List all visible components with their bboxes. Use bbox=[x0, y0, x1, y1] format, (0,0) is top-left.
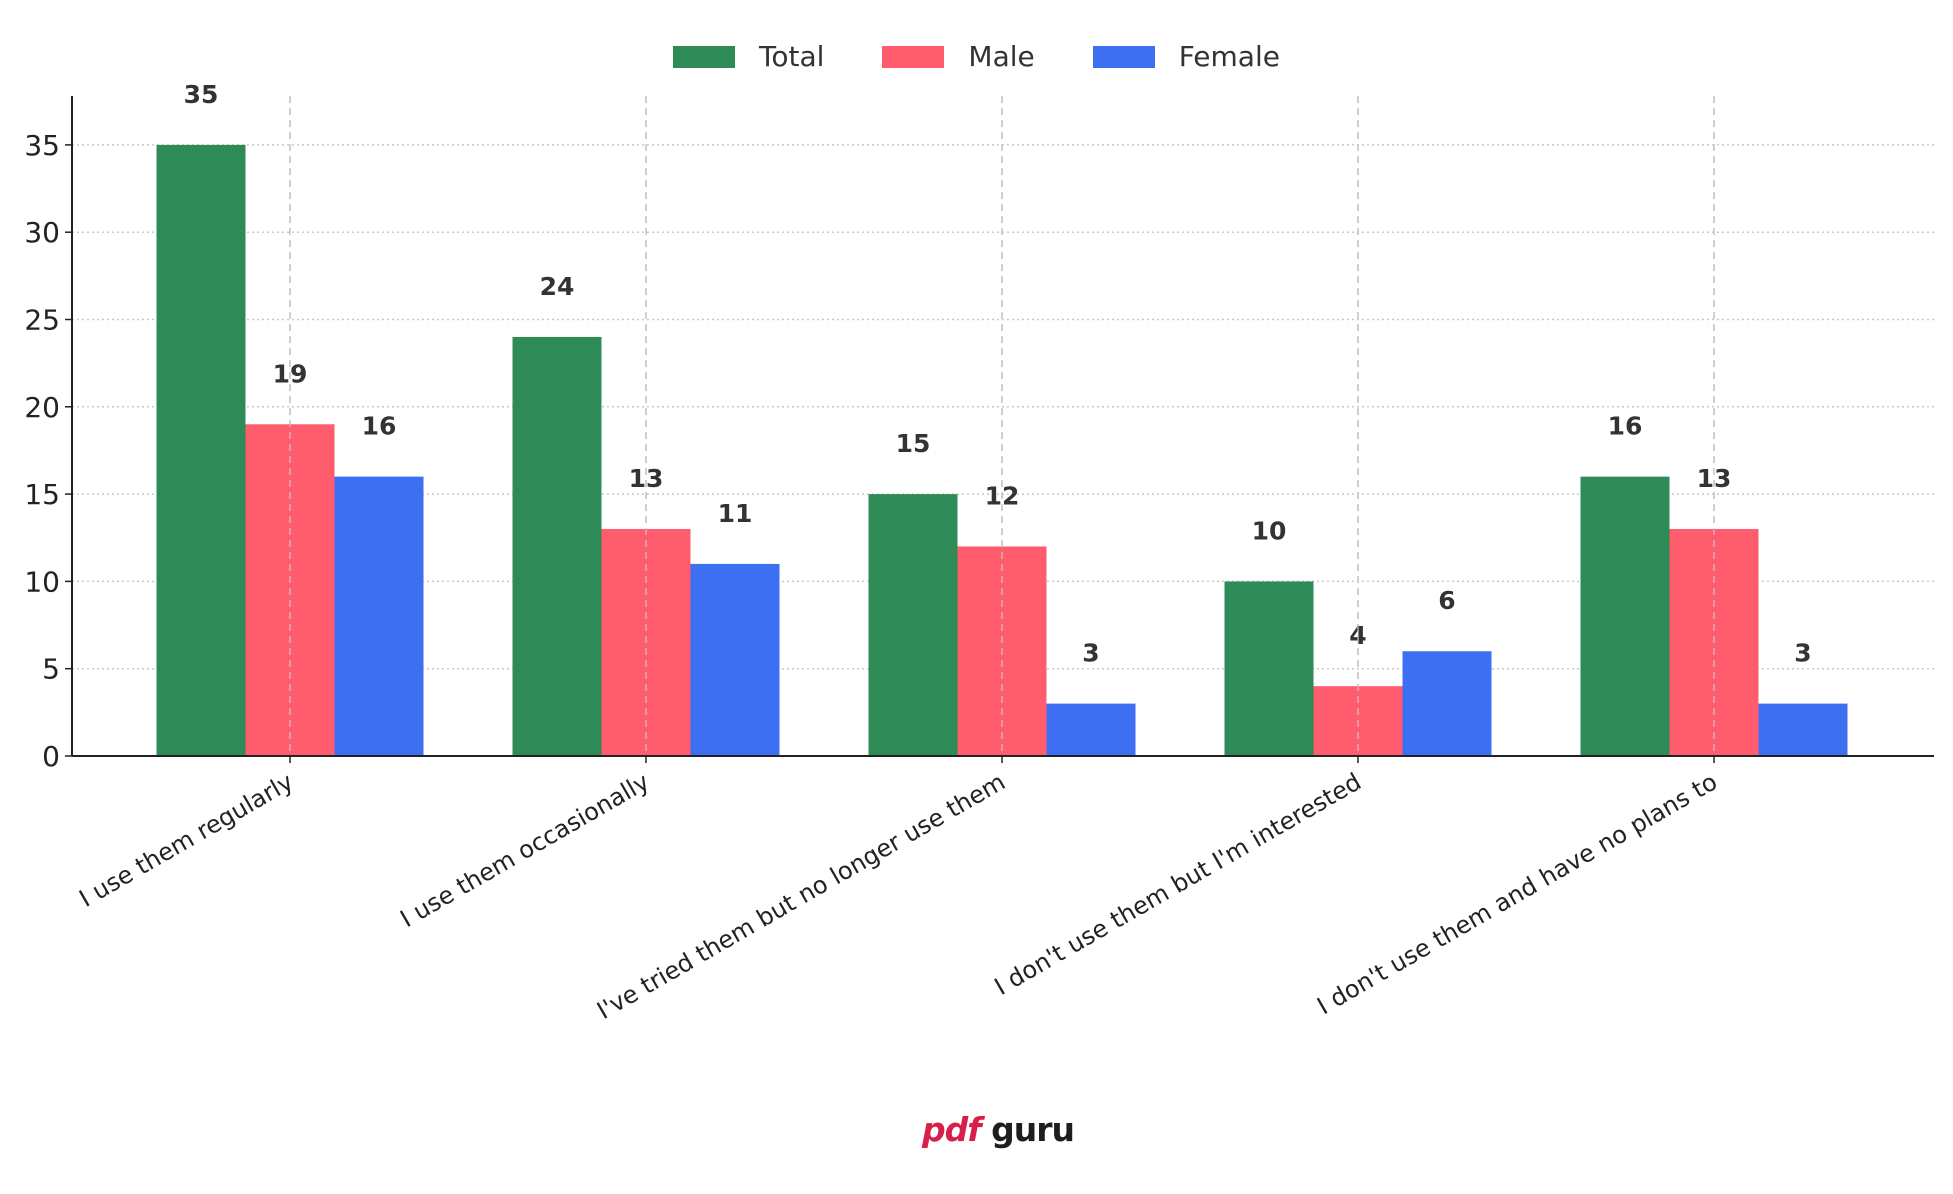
bar-total bbox=[1224, 581, 1314, 756]
bar-female bbox=[690, 563, 780, 756]
x-tick-label: I use them occasionally bbox=[396, 768, 654, 933]
legend-swatch bbox=[673, 45, 735, 68]
y-tick-label: 35 bbox=[24, 129, 60, 162]
legend-label: Female bbox=[1178, 40, 1280, 73]
legend-item-female: Female bbox=[1092, 40, 1280, 73]
logo-guru: guru bbox=[991, 1110, 1075, 1149]
y-tick-label: 5 bbox=[42, 653, 60, 686]
legend-item-male: Male bbox=[882, 40, 1035, 73]
data-label: 15 bbox=[896, 429, 931, 458]
x-tick-label: I use them regularly bbox=[75, 768, 298, 913]
bar-female bbox=[1758, 703, 1848, 756]
pdfguru-logo: pdf guru bbox=[922, 1110, 1075, 1149]
data-label: 4 bbox=[1349, 621, 1366, 650]
y-tick-label: 25 bbox=[24, 303, 60, 336]
legend-swatch bbox=[882, 45, 945, 68]
data-label: 10 bbox=[1252, 516, 1287, 545]
x-tick-label: I've tried them but no longer use them bbox=[592, 768, 1010, 1025]
y-tick-label: 10 bbox=[24, 565, 60, 598]
data-label: 35 bbox=[184, 80, 219, 109]
legend: Total Male Female bbox=[0, 40, 1953, 73]
bar-total bbox=[156, 144, 246, 756]
logo-pdf: pdf bbox=[922, 1110, 982, 1149]
data-label: 3 bbox=[1082, 639, 1099, 668]
y-tick-label: 0 bbox=[42, 740, 60, 773]
legend-label: Total bbox=[759, 40, 825, 73]
y-tick-label: 15 bbox=[24, 478, 60, 511]
legend-swatch bbox=[1092, 45, 1155, 68]
bar-female bbox=[1402, 651, 1492, 756]
x-tick-label: I don't use them and have no plans to bbox=[1312, 768, 1722, 1021]
legend-item-total: Total bbox=[673, 40, 824, 73]
x-tick-label: I don't use them but I'm interested bbox=[990, 768, 1366, 1001]
data-label: 6 bbox=[1438, 586, 1455, 615]
data-label: 16 bbox=[362, 412, 397, 441]
bar-female bbox=[334, 476, 424, 756]
data-label: 24 bbox=[540, 272, 575, 301]
data-label: 3 bbox=[1794, 639, 1811, 668]
bar-female bbox=[1046, 703, 1136, 756]
bar-total bbox=[512, 336, 602, 756]
legend-label: Male bbox=[968, 40, 1035, 73]
bar-total bbox=[1580, 476, 1670, 756]
y-tick-label: 20 bbox=[24, 391, 60, 424]
bar-total bbox=[868, 494, 958, 756]
data-label: 11 bbox=[718, 499, 753, 528]
data-label: 16 bbox=[1608, 412, 1643, 441]
y-tick-label: 30 bbox=[24, 216, 60, 249]
